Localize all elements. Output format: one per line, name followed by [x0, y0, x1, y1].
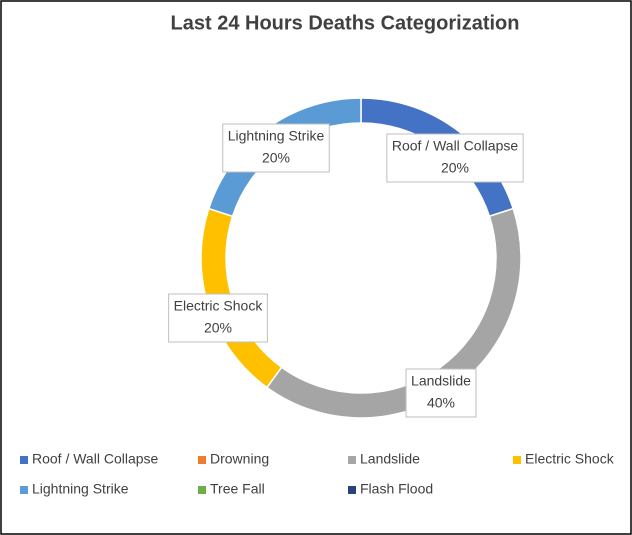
- chart-title: Last 24 Hours Deaths Categorization: [171, 12, 520, 34]
- legend-label: Drowning: [210, 451, 269, 467]
- data-label-name: Lightning Strike: [228, 128, 325, 144]
- data-label: Landslide 40%: [405, 368, 477, 418]
- data-label-box: [386, 133, 524, 183]
- data-label-box: [168, 293, 268, 343]
- data-label: Roof / Wall Collapse 20%: [386, 133, 524, 183]
- legend-swatch: [20, 456, 28, 464]
- data-label: Lightning Strike 20%: [222, 123, 330, 173]
- data-label-value: 20%: [262, 150, 290, 166]
- data-label-name: Landslide: [411, 373, 471, 389]
- data-label-value: 40%: [427, 395, 455, 411]
- data-label-name: Electric Shock: [174, 298, 264, 314]
- legend-swatch: [513, 456, 521, 464]
- legend-label: Lightning Strike: [32, 481, 129, 497]
- legend-label: Tree Fall: [210, 481, 265, 497]
- legend-label: Roof / Wall Collapse: [32, 451, 159, 467]
- legend-swatch: [198, 456, 206, 464]
- data-label-box: [405, 368, 477, 418]
- legend-label: Electric Shock: [525, 451, 615, 467]
- legend-swatch: [348, 486, 356, 494]
- data-label-name: Roof / Wall Collapse: [392, 138, 519, 154]
- data-label: Electric Shock 20%: [168, 293, 268, 343]
- legend-swatch: [20, 486, 28, 494]
- data-label-box: [222, 123, 330, 173]
- legend-label: Landslide: [360, 451, 420, 467]
- legend-swatch: [348, 456, 356, 464]
- data-label-value: 20%: [204, 320, 232, 336]
- legend-swatch: [198, 486, 206, 494]
- legend-label: Flash Flood: [360, 481, 433, 497]
- data-label-value: 20%: [441, 160, 469, 176]
